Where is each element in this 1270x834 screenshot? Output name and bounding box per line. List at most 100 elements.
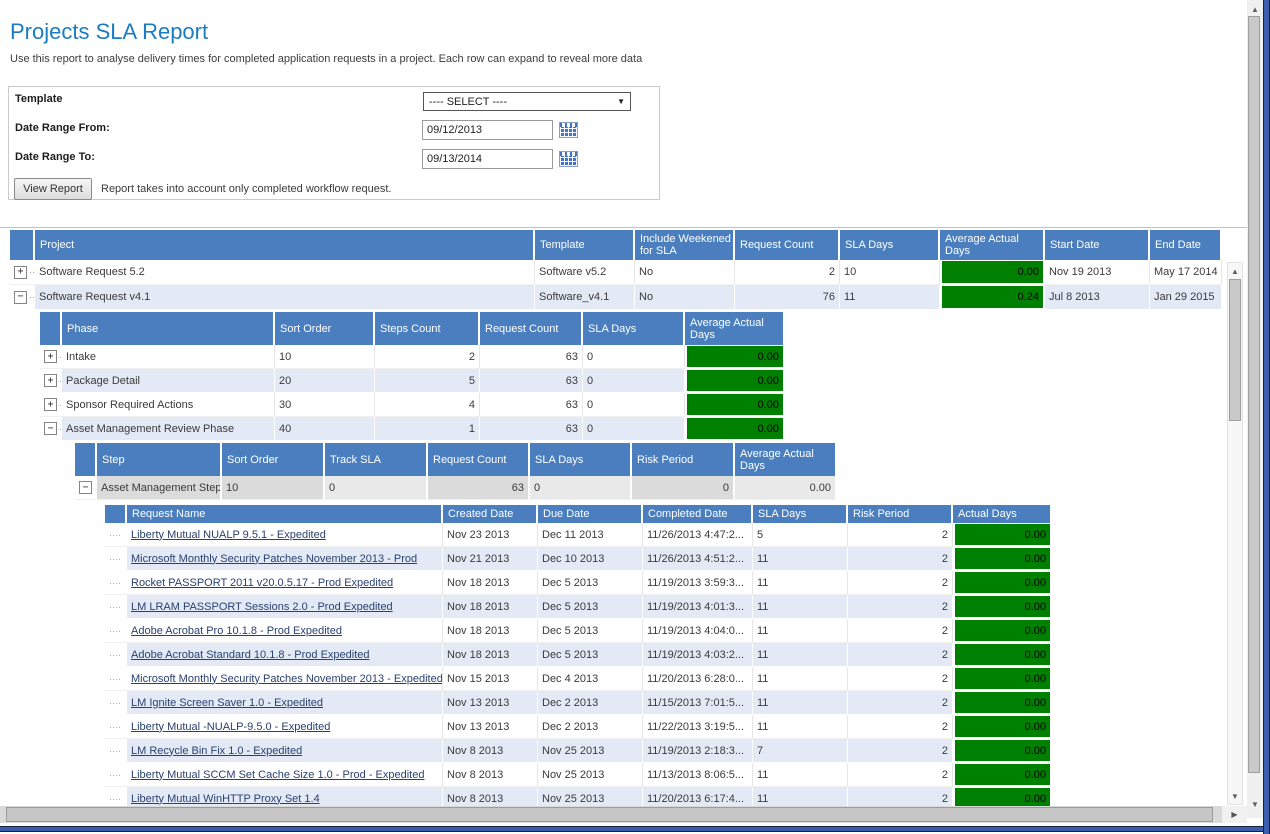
expander-cell: −·· — [10, 285, 35, 310]
requests-cell: 7 — [753, 739, 848, 763]
steps-header-sort-order: Sort Order — [222, 443, 325, 476]
request-name-cell: Rocket PASSPORT 2011 v20.0.5.17 - Prod E… — [127, 571, 443, 595]
expander-cell: −·· — [75, 476, 97, 500]
phases-row: +··Sponsor Required Actions3046300.00 — [40, 393, 785, 417]
requests-cell: 0.00 — [953, 715, 1052, 739]
projects-cell: 0.24 — [940, 285, 1045, 310]
requests-cell: 11 — [753, 571, 848, 595]
projects-header-row: ProjectTemplateInclude Weekened for SLAR… — [10, 230, 1222, 260]
phases-cell: 63 — [480, 393, 583, 417]
expander-cell: ···· — [105, 715, 127, 739]
page-title: Projects SLA Report — [10, 19, 208, 45]
request-link[interactable]: Liberty Mutual -NUALP-9.5.0 - Expedited — [131, 721, 330, 733]
requests-row: ···· Liberty Mutual NUALP 9.5.1 - Expedit… — [105, 523, 1052, 547]
steps-cell: 0 — [325, 476, 428, 500]
template-select[interactable]: ---- SELECT ---- ▼ — [423, 92, 631, 111]
request-link[interactable]: Adobe Acrobat Pro 10.1.8 - Prod Expedite… — [131, 625, 342, 637]
requests-cell: 2 — [848, 595, 953, 619]
page-vertical-scrollbar[interactable]: ▲ ▼ — [1247, 0, 1263, 818]
scroll-down-icon[interactable]: ▼ — [1228, 789, 1242, 803]
request-link[interactable]: Microsoft Monthly Security Patches Novem… — [131, 553, 417, 565]
request-link[interactable]: LM Ignite Screen Saver 1.0 - Expedited — [131, 697, 323, 709]
expand-icon[interactable]: + — [44, 398, 57, 411]
phases-header-row: PhaseSort OrderSteps CountRequest CountS… — [40, 312, 785, 345]
phases-cell: 0 — [583, 417, 685, 441]
steps-header-track-sla: Track SLA — [325, 443, 428, 476]
calendar-icon[interactable] — [559, 151, 578, 167]
requests-cell: Nov 13 2013 — [443, 715, 538, 739]
request-link[interactable]: Liberty Mutual NUALP 9.5.1 - Expedited — [131, 529, 326, 541]
horizontal-scrollbar-thumb[interactable] — [6, 807, 1213, 822]
requests-cell: Dec 5 2013 — [538, 619, 643, 643]
expander-cell: ···· — [105, 571, 127, 595]
requests-cell: 11 — [753, 715, 848, 739]
phases-cell: 2 — [375, 345, 480, 369]
requests-cell: 11/19/2013 4:01:3... — [643, 595, 753, 619]
requests-cell: 2 — [848, 715, 953, 739]
expand-icon[interactable]: + — [14, 266, 27, 279]
request-link[interactable]: Microsoft Monthly Security Patches Novem… — [131, 673, 443, 685]
request-link[interactable]: Liberty Mutual SCCM Set Cache Size 1.0 -… — [131, 769, 424, 781]
requests-cell: Dec 2 2013 — [538, 691, 643, 715]
scroll-right-icon[interactable]: ▶ — [1222, 806, 1247, 823]
request-link[interactable]: Rocket PASSPORT 2011 v20.0.5.17 - Prod E… — [131, 577, 393, 589]
requests-cell: 2 — [848, 763, 953, 787]
requests-row: ····LM Ignite Screen Saver 1.0 - Expedit… — [105, 691, 1052, 715]
report-scrollbar-thumb[interactable] — [1229, 279, 1241, 421]
projects-header-include-weekened-for-sla: Include Weekened for SLA — [635, 230, 735, 260]
request-link[interactable]: LM LRAM PASSPORT Sessions 2.0 - Prod Exp… — [131, 601, 393, 613]
request-name-cell: Liberty Mutual -NUALP-9.5.0 - Expedited — [127, 715, 443, 739]
view-report-button[interactable]: View Report — [14, 178, 92, 200]
request-link[interactable]: Adobe Acrobat Standard 10.1.8 - Prod Exp… — [131, 649, 370, 661]
requests-cell: Nov 8 2013 — [443, 763, 538, 787]
requests-cell: Nov 25 2013 — [538, 739, 643, 763]
request-link[interactable]: LM Recycle Bin Fix 1.0 - Expedited — [131, 745, 302, 757]
report-vertical-scrollbar[interactable]: ▲ ▼ — [1227, 262, 1243, 805]
tree-branch-icon: ···· — [109, 650, 121, 660]
requests-cell: Nov 18 2013 — [443, 643, 538, 667]
requests-cell: Nov 18 2013 — [443, 595, 538, 619]
tree-branch-icon: ···· — [109, 674, 121, 684]
steps-cell: 0.00 — [735, 476, 837, 500]
page-scrollbar-thumb[interactable] — [1248, 16, 1260, 773]
scroll-down-icon[interactable]: ▼ — [1247, 797, 1263, 811]
report-divider — [0, 227, 1247, 228]
projects-cell: Software v5.2 — [535, 260, 635, 285]
steps-row: −··Asset Management Step10063000.00 — [75, 476, 837, 500]
expand-icon[interactable]: + — [44, 350, 57, 363]
phases-row: +··Intake1026300.00 — [40, 345, 785, 369]
steps-header-average-actual-days: Average Actual Days — [735, 443, 837, 476]
requests-cell: Nov 21 2013 — [443, 547, 538, 571]
date-to-input[interactable] — [422, 149, 553, 169]
requests-cell: 11 — [753, 547, 848, 571]
projects-cell: 2 — [735, 260, 840, 285]
expander-cell: ···· — [105, 595, 127, 619]
collapse-icon[interactable]: − — [44, 422, 57, 435]
requests-row: ····LM Recycle Bin Fix 1.0 - ExpeditedNo… — [105, 739, 1052, 763]
scroll-up-icon[interactable]: ▲ — [1247, 2, 1263, 16]
requests-header-row: Request NameCreated DateDue DateComplete… — [105, 505, 1052, 523]
requests-cell: Nov 18 2013 — [443, 619, 538, 643]
requests-cell: Nov 18 2013 — [443, 571, 538, 595]
requests-header-completed-date: Completed Date — [643, 505, 753, 523]
horizontal-scrollbar[interactable]: ▶ — [0, 806, 1247, 823]
date-to-label: Date Range To: — [15, 151, 95, 163]
requests-cell: 0.00 — [953, 739, 1052, 763]
request-link[interactable]: Liberty Mutual WinHTTP Proxy Set 1.4 — [131, 793, 320, 805]
projects-cell: Software_v4.1 — [535, 285, 635, 310]
expander-cell: ···· — [105, 643, 127, 667]
tree-branch-icon: ···· — [109, 530, 121, 540]
requests-row: ····Microsoft Monthly Security Patches N… — [105, 547, 1052, 571]
collapse-icon[interactable]: − — [14, 291, 27, 304]
requests-row: ···· Adobe Acrobat Standard 10.1.8 - Prod… — [105, 643, 1052, 667]
scroll-up-icon[interactable]: ▲ — [1228, 264, 1242, 278]
phases-cell: 63 — [480, 417, 583, 441]
projects-cell: Software Request v4.1 — [35, 285, 535, 310]
requests-cell: 11/15/2013 7:01:5... — [643, 691, 753, 715]
date-from-input[interactable] — [422, 120, 553, 140]
requests-cell: Nov 15 2013 — [443, 667, 538, 691]
calendar-icon[interactable] — [559, 122, 578, 138]
steps-cell: 10 — [222, 476, 325, 500]
expand-icon[interactable]: + — [44, 374, 57, 387]
collapse-icon[interactable]: − — [79, 481, 92, 494]
